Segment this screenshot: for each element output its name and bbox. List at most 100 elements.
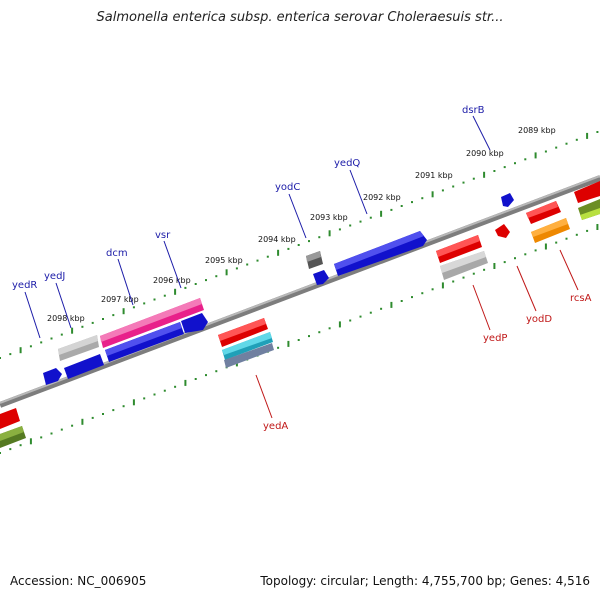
connector-vsr bbox=[163, 240, 182, 289]
gene-feature-red-left[interactable] bbox=[0, 408, 20, 429]
tick-mark bbox=[91, 321, 94, 324]
tick-mark bbox=[575, 233, 578, 236]
tick-mark bbox=[256, 259, 259, 262]
tick-mark bbox=[112, 314, 115, 317]
kbp-label: 2091 kbp bbox=[415, 171, 453, 180]
gene-feature-slate[interactable] bbox=[224, 343, 274, 368]
gene-feature-blue-left[interactable] bbox=[64, 354, 104, 379]
forward-strand-features bbox=[43, 193, 514, 385]
tick-mark bbox=[184, 379, 187, 386]
tick-mark bbox=[452, 185, 455, 188]
tick-mark bbox=[596, 131, 599, 133]
tick-mark bbox=[19, 347, 22, 354]
tick-mark bbox=[102, 318, 104, 320]
tick-mark bbox=[328, 327, 331, 330]
gene-label-yedA: yedA bbox=[263, 421, 288, 432]
tick-mark bbox=[514, 162, 516, 165]
gene-label-rcsA: rcsA bbox=[570, 293, 592, 304]
tick-mark bbox=[29, 345, 32, 348]
tick-mark bbox=[534, 152, 537, 159]
tick-mark bbox=[380, 210, 383, 217]
tick-mark bbox=[81, 325, 84, 328]
tick-mark bbox=[586, 229, 589, 232]
tick-row-upper bbox=[0, 131, 599, 359]
kbp-label: 2089 kbp bbox=[518, 126, 556, 135]
tick-mark bbox=[462, 276, 465, 279]
tick-mark bbox=[308, 335, 310, 338]
tick-mark bbox=[596, 224, 599, 230]
tick-mark bbox=[287, 247, 290, 250]
tick-mark bbox=[9, 353, 12, 356]
tick-mark bbox=[390, 208, 393, 211]
kbp-label: 2092 kbp bbox=[363, 193, 401, 202]
gene-feature-blue-yodC[interactable] bbox=[313, 270, 329, 285]
tick-mark bbox=[174, 385, 177, 388]
gene-feature-red-right[interactable] bbox=[574, 181, 600, 203]
genome-backbone bbox=[0, 175, 600, 408]
tick-mark bbox=[534, 249, 537, 252]
tick-mark bbox=[431, 288, 434, 291]
tick-mark bbox=[112, 409, 115, 412]
gene-feature-blue-arrow[interactable] bbox=[181, 313, 208, 333]
connector-dsrB bbox=[472, 115, 491, 151]
gene-label-yedQ: yedQ bbox=[334, 158, 360, 169]
gene-feature-yedR[interactable] bbox=[43, 368, 62, 385]
tick-mark bbox=[359, 220, 362, 223]
accession-label: Accession: NC_006905 bbox=[10, 574, 147, 588]
tick-mark bbox=[60, 428, 63, 431]
tick-mark bbox=[235, 267, 238, 270]
tick-mark bbox=[0, 452, 1, 454]
connector-dcm bbox=[117, 258, 134, 306]
gene-feature-yodD[interactable] bbox=[495, 224, 510, 238]
tick-mark bbox=[71, 424, 74, 427]
connector-yodC bbox=[288, 193, 307, 239]
tick-mark bbox=[575, 138, 578, 141]
gene-label-yedR: yedR bbox=[12, 280, 37, 291]
tick-mark bbox=[503, 166, 506, 169]
tick-mark bbox=[514, 257, 516, 260]
tick-mark bbox=[9, 448, 12, 451]
gene-feature-dsrB[interactable] bbox=[501, 193, 514, 207]
kbp-label: 2096 kbp bbox=[153, 276, 191, 285]
tick-mark bbox=[421, 197, 424, 200]
tick-mark bbox=[493, 170, 496, 172]
tick-mark bbox=[194, 283, 197, 285]
tick-mark bbox=[215, 275, 218, 278]
tick-mark bbox=[163, 389, 166, 392]
kbp-label: 2093 kbp bbox=[310, 213, 348, 222]
connector-rcsA bbox=[559, 249, 579, 291]
connector-yedR bbox=[24, 291, 41, 339]
tick-mark bbox=[308, 240, 310, 243]
kbp-label: 2095 kbp bbox=[205, 256, 243, 265]
label-connectors bbox=[24, 115, 579, 419]
tick-mark bbox=[524, 158, 527, 161]
gene-label-yodD: yodD bbox=[526, 314, 552, 325]
tick-mark bbox=[60, 333, 63, 336]
map-title: Salmonella enterica subsp. enterica sero… bbox=[96, 10, 504, 25]
kbp-label: 2098 kbp bbox=[47, 314, 85, 323]
tick-mark bbox=[328, 230, 331, 237]
tick-mark bbox=[153, 393, 156, 396]
tick-mark bbox=[462, 181, 465, 184]
tick-mark bbox=[318, 236, 321, 239]
tick-mark bbox=[359, 315, 362, 318]
tick-mark bbox=[122, 405, 125, 408]
tick-mark bbox=[483, 268, 486, 271]
gene-label-vsr: vsr bbox=[155, 230, 171, 241]
tick-mark bbox=[153, 298, 156, 301]
tick-mark bbox=[369, 311, 372, 314]
tick-mark bbox=[483, 171, 486, 178]
tick-mark bbox=[163, 294, 166, 297]
tick-mark bbox=[40, 436, 43, 439]
connector-yedJ bbox=[55, 282, 72, 329]
tick-mark bbox=[246, 263, 249, 266]
reverse-strand-features bbox=[0, 181, 600, 448]
tick-mark bbox=[369, 216, 372, 219]
tick-mark bbox=[544, 150, 547, 153]
kbp-label: 2090 kbp bbox=[466, 149, 504, 158]
tick-mark bbox=[390, 301, 393, 308]
tick-mark bbox=[215, 370, 218, 373]
tick-mark bbox=[472, 272, 475, 275]
tick-mark bbox=[50, 337, 53, 340]
